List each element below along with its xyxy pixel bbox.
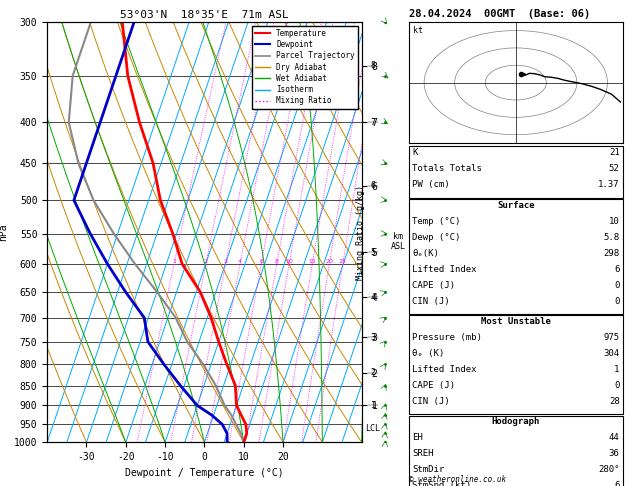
Text: 15: 15 [308, 259, 316, 264]
Text: 36: 36 [609, 449, 620, 458]
Text: Lifted Index: Lifted Index [412, 365, 477, 374]
Text: 2: 2 [370, 368, 376, 378]
Text: 1: 1 [614, 365, 620, 374]
Text: Surface: Surface [497, 201, 535, 210]
Text: 8: 8 [275, 259, 279, 264]
Text: 280°: 280° [598, 465, 620, 474]
Text: θₑ(K): θₑ(K) [412, 249, 439, 258]
Text: 1: 1 [370, 401, 376, 410]
Text: 5.8: 5.8 [603, 233, 620, 242]
Text: 7: 7 [370, 118, 376, 127]
Text: θₑ (K): θₑ (K) [412, 349, 444, 358]
Text: K: K [412, 148, 418, 157]
Text: Temp (°C): Temp (°C) [412, 217, 460, 226]
Text: 975: 975 [603, 333, 620, 342]
Text: 4: 4 [238, 259, 242, 264]
Text: 8: 8 [370, 61, 376, 70]
Text: 304: 304 [603, 349, 620, 358]
Text: © weatheronline.co.uk: © weatheronline.co.uk [409, 474, 506, 484]
Y-axis label: km
ASL: km ASL [391, 232, 406, 251]
Text: 25: 25 [339, 259, 347, 264]
Text: 20: 20 [325, 259, 333, 264]
Text: 3: 3 [223, 259, 228, 264]
Text: 5: 5 [370, 247, 376, 257]
Text: 298: 298 [603, 249, 620, 258]
Y-axis label: hPa: hPa [0, 223, 8, 241]
Text: Pressure (mb): Pressure (mb) [412, 333, 482, 342]
Text: 10: 10 [609, 217, 620, 226]
X-axis label: Dewpoint / Temperature (°C): Dewpoint / Temperature (°C) [125, 468, 284, 478]
Text: 6: 6 [614, 481, 620, 486]
Text: 3: 3 [370, 332, 376, 342]
Text: 44: 44 [609, 433, 620, 442]
Text: 21: 21 [609, 148, 620, 157]
Text: EH: EH [412, 433, 423, 442]
Text: kt: kt [413, 26, 423, 35]
Text: 0: 0 [614, 297, 620, 306]
Text: StmSpd (kt): StmSpd (kt) [412, 481, 471, 486]
Text: 6: 6 [614, 265, 620, 274]
Text: CIN (J): CIN (J) [412, 297, 450, 306]
Text: 10: 10 [286, 259, 293, 264]
Text: 1.37: 1.37 [598, 180, 620, 190]
Text: PW (cm): PW (cm) [412, 180, 450, 190]
Text: 2: 2 [204, 259, 208, 264]
Text: 6: 6 [259, 259, 263, 264]
Text: CAPE (J): CAPE (J) [412, 381, 455, 390]
Text: Dewp (°C): Dewp (°C) [412, 233, 460, 242]
Text: 28: 28 [609, 397, 620, 406]
Text: SREH: SREH [412, 449, 433, 458]
Text: 0: 0 [614, 381, 620, 390]
Text: 28.04.2024  00GMT  (Base: 06): 28.04.2024 00GMT (Base: 06) [409, 9, 590, 19]
Text: CAPE (J): CAPE (J) [412, 281, 455, 290]
Text: 52: 52 [609, 164, 620, 174]
Text: Lifted Index: Lifted Index [412, 265, 477, 274]
Text: Mixing Ratio (g/kg): Mixing Ratio (g/kg) [356, 185, 365, 279]
Text: 0: 0 [614, 281, 620, 290]
Title: 53°03'N  18°35'E  71m ASL: 53°03'N 18°35'E 71m ASL [120, 10, 289, 20]
Text: Hodograph: Hodograph [492, 417, 540, 426]
Text: StmDir: StmDir [412, 465, 444, 474]
Text: 4: 4 [370, 293, 376, 302]
Text: Most Unstable: Most Unstable [481, 317, 551, 326]
Legend: Temperature, Dewpoint, Parcel Trajectory, Dry Adiabat, Wet Adiabat, Isotherm, Mi: Temperature, Dewpoint, Parcel Trajectory… [252, 26, 358, 108]
Text: CIN (J): CIN (J) [412, 397, 450, 406]
Text: 1: 1 [172, 259, 176, 264]
Text: 6: 6 [370, 181, 376, 191]
Text: LCL: LCL [365, 423, 380, 433]
Text: Totals Totals: Totals Totals [412, 164, 482, 174]
